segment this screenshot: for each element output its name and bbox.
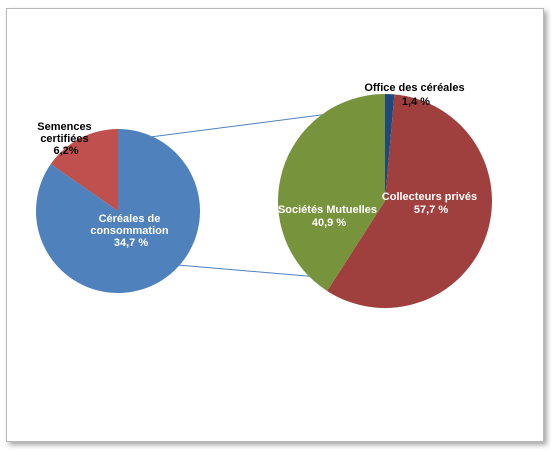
main-slice-0 — [35, 129, 200, 293]
label-office-cereales: Office des céréales 1,4 % — [364, 82, 467, 108]
connector-line-bottom — [177, 264, 331, 279]
detail-pie — [278, 93, 492, 308]
label-cereales-consommation: Céréales de consommation 34,7 % — [90, 213, 171, 249]
main-slice-1 — [50, 129, 119, 211]
label-societes-mutuelles: Sociétés Mutuelles 40,9 % — [278, 204, 380, 229]
detail-slice-2 — [278, 94, 385, 291]
detail-slice-1 — [327, 94, 492, 308]
detail-slice-0 — [385, 93, 395, 201]
main-pie — [35, 129, 200, 293]
label-collecteurs-prives: Collecteurs privés 57,7 % — [382, 191, 480, 216]
label-semences: Semences certifiées 6,2% — [37, 121, 95, 157]
